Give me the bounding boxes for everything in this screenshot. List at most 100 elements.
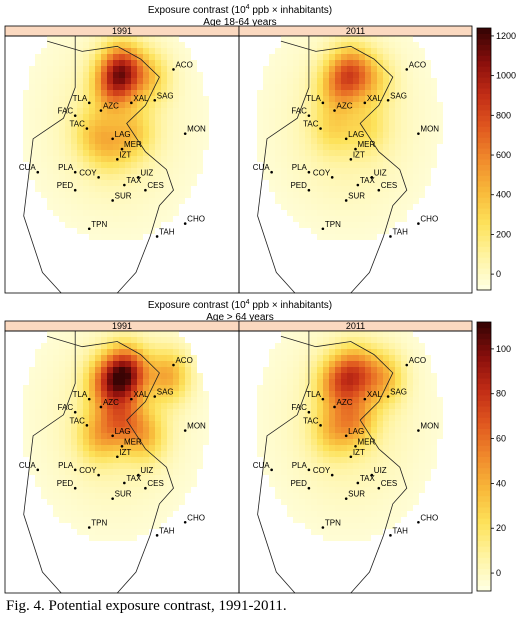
heat-cell [281, 331, 287, 337]
heat-cell [353, 174, 359, 180]
heat-cell [143, 385, 149, 391]
heat-cell [377, 66, 383, 72]
heat-cell [305, 132, 311, 138]
heat-cell [287, 174, 293, 180]
heat-cell [317, 192, 323, 198]
heat-cell [65, 373, 71, 379]
heat-cell [395, 415, 401, 421]
heat-cell [299, 349, 305, 355]
heat-cell [359, 361, 365, 367]
heat-cell [323, 138, 329, 144]
heat-cell [263, 72, 269, 78]
heat-cell [383, 337, 389, 343]
heat-cell [329, 457, 335, 463]
heat-cell [113, 463, 119, 469]
heat-cell [131, 78, 137, 84]
heat-cell [41, 186, 47, 192]
heat-cell [299, 60, 305, 66]
heat-cell [47, 186, 53, 192]
heat-cell [359, 126, 365, 132]
heat-cell [167, 457, 173, 463]
station-label: CHO [420, 513, 438, 522]
heat-cell [89, 228, 95, 234]
heat-cell [371, 204, 377, 210]
heat-cell [359, 475, 365, 481]
heat-cell [323, 144, 329, 150]
heat-cell [395, 469, 401, 475]
station-label: TAH [392, 227, 408, 236]
heat-cell [23, 114, 29, 120]
heat-cell [161, 337, 167, 343]
heat-cell [413, 162, 419, 168]
heat-cell [263, 78, 269, 84]
heat-cell [137, 144, 143, 150]
colorbar-step [477, 333, 491, 340]
heat-cell [83, 439, 89, 445]
heat-cell [143, 144, 149, 150]
heat-cell [143, 487, 149, 493]
heat-cell [305, 192, 311, 198]
heat-cell [299, 331, 305, 337]
heat-cell [407, 499, 413, 505]
heat-cell [65, 511, 71, 517]
heat-cell [47, 102, 53, 108]
heat-cell [173, 367, 179, 373]
heat-cell [53, 451, 59, 457]
heat-cell [419, 439, 425, 445]
heat-cell [281, 379, 287, 385]
colorbar-step [477, 378, 491, 385]
heat-cell [401, 168, 407, 174]
station-marker [307, 486, 311, 490]
heat-cell [53, 204, 59, 210]
heat-cell [65, 72, 71, 78]
heat-cell [167, 427, 173, 433]
station-marker [87, 227, 91, 231]
heat-cell [371, 198, 377, 204]
heat-cell [323, 481, 329, 487]
heat-cell [113, 42, 119, 48]
heat-cell [185, 475, 191, 481]
heat-cell [137, 391, 143, 397]
heat-cell [161, 355, 167, 361]
heat-cell [413, 391, 419, 397]
heat-cell [323, 367, 329, 373]
heat-cell [143, 343, 149, 349]
heat-cell [293, 409, 299, 415]
station-label: PLA [58, 461, 74, 470]
heat-cell [341, 367, 347, 373]
heat-cell [71, 505, 77, 511]
heat-cell [155, 337, 161, 343]
heat-cell [341, 174, 347, 180]
heat-cell [329, 433, 335, 439]
heat-cell [359, 511, 365, 517]
heat-cell [275, 126, 281, 132]
heat-cell [125, 162, 131, 168]
heat-cell [335, 445, 341, 451]
station-marker [116, 158, 119, 161]
heat-cell [185, 72, 191, 78]
heat-cell [161, 403, 167, 409]
heat-cell [299, 355, 305, 361]
heat-cell [335, 114, 341, 120]
heat-cell [53, 96, 59, 102]
heat-cell [95, 156, 101, 162]
heat-cell [407, 373, 413, 379]
heat-cell [353, 439, 359, 445]
station-marker [344, 199, 348, 202]
heat-cell [95, 361, 101, 367]
heat-cell [161, 367, 167, 373]
heat-cell [359, 523, 365, 529]
colorbar-step [477, 366, 491, 373]
heat-cell [335, 427, 341, 433]
heat-cell [101, 409, 107, 415]
heat-cell [47, 343, 53, 349]
heat-cell [359, 132, 365, 138]
heat-cell [197, 403, 203, 409]
station-label: CES [147, 181, 163, 190]
heat-cell [257, 90, 263, 96]
heat-cell [155, 385, 161, 391]
heat-cell [299, 78, 305, 84]
heat-cell [353, 210, 359, 216]
heat-cell [137, 222, 143, 228]
heat-cell [149, 72, 155, 78]
